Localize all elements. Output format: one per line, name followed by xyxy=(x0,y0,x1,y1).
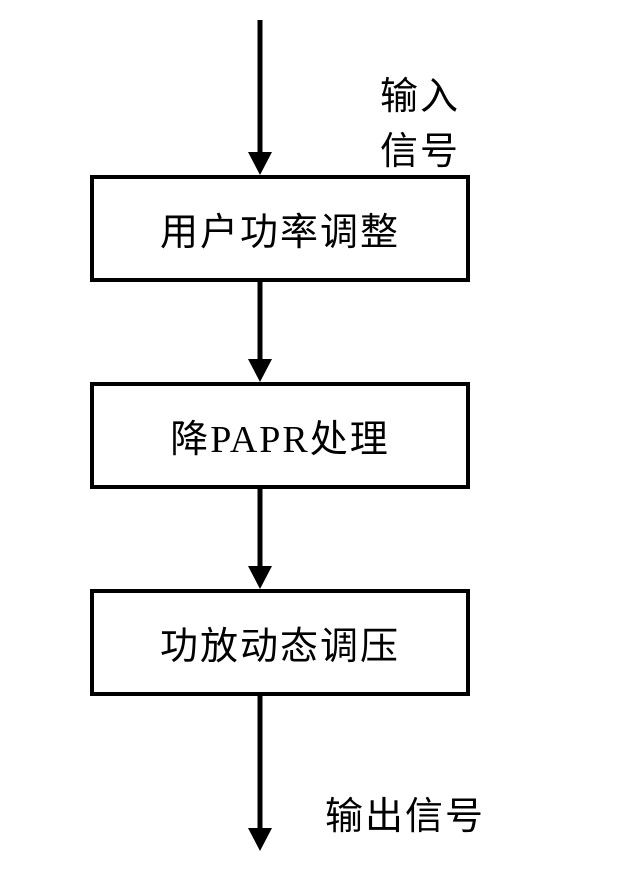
arrow-mid-2 xyxy=(245,489,490,589)
node-papr-reduction: 降PAPR处理 xyxy=(90,382,470,489)
node-user-power-adjust: 用户功率调整 xyxy=(90,175,470,282)
arrow-mid-1 xyxy=(245,282,490,382)
node-label: 用户功率调整 xyxy=(160,212,400,254)
arrow-input xyxy=(245,20,490,175)
node-label: 降PAPR处理 xyxy=(170,419,390,461)
node-label: 功放动态调压 xyxy=(160,626,400,668)
node-pa-dynamic-voltage: 功放动态调压 xyxy=(90,589,470,696)
flowchart-container: 输入信号 用户功率调整 降PAPR处理 功放动态调压 输出信号 xyxy=(70,20,490,851)
output-label: 输出信号 xyxy=(325,785,485,840)
